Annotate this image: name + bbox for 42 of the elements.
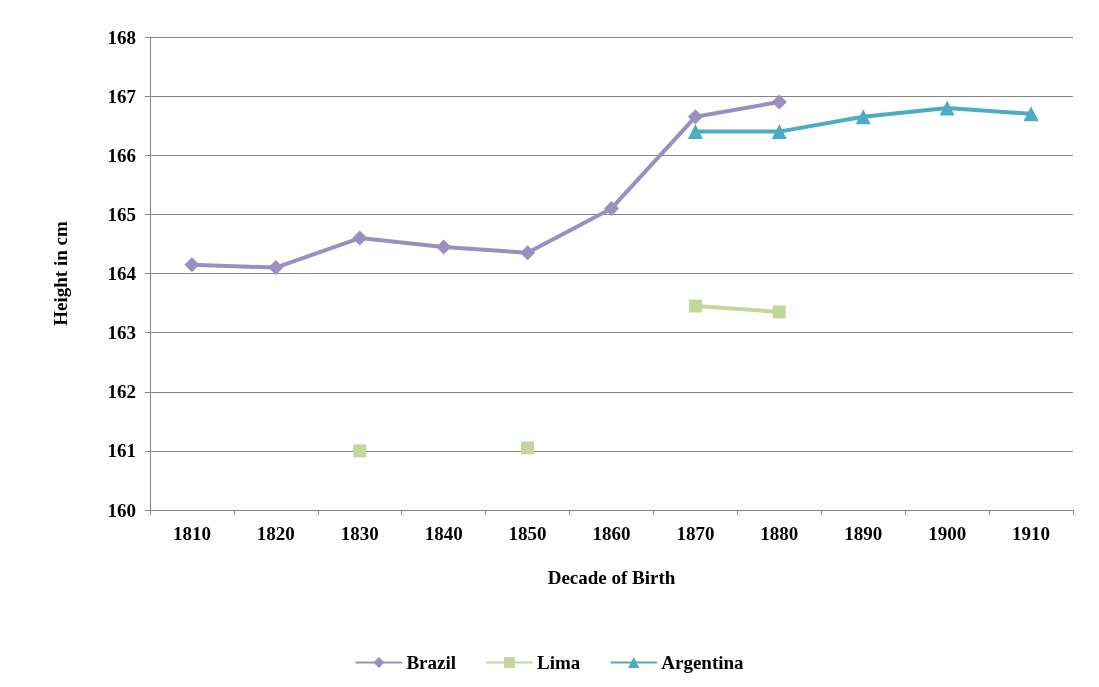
y-tick-label: 160	[107, 499, 136, 521]
point	[855, 109, 871, 125]
point	[687, 109, 703, 125]
y-axis-title: Height in cm	[50, 221, 71, 326]
x-axis-title: Decade of Birth	[547, 567, 676, 588]
legend-label: Brazil	[406, 652, 457, 673]
x-tick-label: 1860	[592, 523, 631, 544]
y-tick-label: 163	[107, 322, 136, 344]
x-tick-label: 1910	[1012, 523, 1051, 544]
point	[771, 94, 787, 110]
point	[520, 245, 536, 261]
y-tick-label: 162	[107, 381, 136, 403]
x-tick-label: 1820	[256, 523, 295, 544]
point	[771, 124, 787, 140]
point	[436, 239, 452, 255]
point	[268, 260, 284, 276]
point	[604, 200, 619, 216]
point	[184, 257, 200, 273]
point	[939, 100, 955, 116]
x-tick-label: 1880	[760, 523, 799, 544]
x-tick-label: 1810	[172, 523, 211, 544]
legend-label: Argentina	[661, 652, 745, 673]
y-tick-label: 165	[107, 203, 136, 225]
y-tick-label: 168	[107, 26, 136, 48]
point	[1023, 106, 1039, 122]
point	[352, 230, 368, 246]
x-tick-label: 1870	[676, 523, 715, 544]
x-tick-label: 1890	[844, 523, 883, 544]
point	[772, 305, 786, 319]
point	[353, 444, 367, 458]
y-tick-label: 161	[107, 440, 136, 462]
point	[688, 299, 702, 313]
x-tick-label: 1850	[508, 523, 547, 544]
y-tick-label: 167	[107, 85, 137, 107]
point	[687, 124, 703, 140]
x-tick-label: 1840	[424, 523, 463, 544]
y-tick-label: 164	[107, 263, 137, 284]
point	[521, 441, 535, 455]
x-tick-label: 1830	[340, 523, 379, 544]
legend-label: Lima	[537, 652, 581, 673]
x-tick-label: 1900	[928, 523, 967, 544]
y-tick-label: 166	[107, 144, 136, 166]
